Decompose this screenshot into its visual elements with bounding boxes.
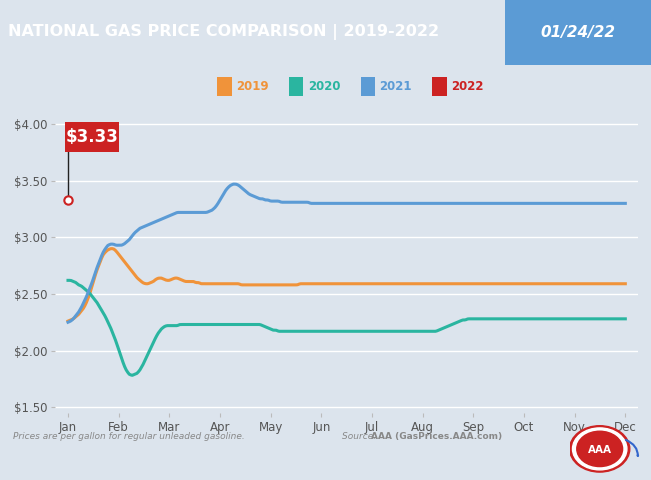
Circle shape bbox=[577, 431, 622, 467]
Text: AAA: AAA bbox=[588, 445, 612, 455]
Text: 2020: 2020 bbox=[308, 80, 340, 93]
Text: 2022: 2022 bbox=[451, 80, 484, 93]
Bar bbox=[505, 0, 651, 65]
Circle shape bbox=[572, 428, 627, 470]
FancyBboxPatch shape bbox=[66, 122, 118, 153]
Circle shape bbox=[570, 426, 630, 472]
Text: AAA (GasPrices.AAA.com): AAA (GasPrices.AAA.com) bbox=[370, 432, 502, 441]
Text: NATIONAL GAS PRICE COMPARISON | 2019-2022: NATIONAL GAS PRICE COMPARISON | 2019-202… bbox=[8, 24, 439, 40]
Text: 2019: 2019 bbox=[236, 80, 269, 93]
Text: 01/24/22: 01/24/22 bbox=[540, 25, 616, 40]
Bar bbox=[432, 77, 447, 96]
Bar bbox=[217, 77, 232, 96]
Text: Source:: Source: bbox=[342, 432, 379, 441]
Bar bbox=[289, 77, 303, 96]
Bar bbox=[361, 77, 375, 96]
FancyArrowPatch shape bbox=[626, 440, 638, 456]
Text: 2021: 2021 bbox=[380, 80, 412, 93]
Text: Prices are per gallon for regular unleaded gasoline.: Prices are per gallon for regular unlead… bbox=[13, 432, 245, 441]
Text: $3.33: $3.33 bbox=[66, 128, 118, 146]
